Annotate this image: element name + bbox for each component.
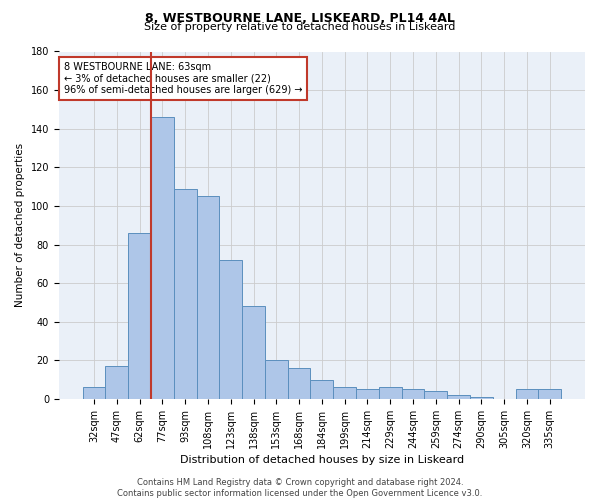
Bar — [106, 366, 128, 399]
Bar — [310, 380, 333, 399]
Bar — [379, 388, 401, 399]
Text: Contains HM Land Registry data © Crown copyright and database right 2024.
Contai: Contains HM Land Registry data © Crown c… — [118, 478, 482, 498]
Bar — [83, 388, 106, 399]
Bar — [220, 260, 242, 399]
X-axis label: Distribution of detached houses by size in Liskeard: Distribution of detached houses by size … — [180, 455, 464, 465]
Bar — [265, 360, 288, 399]
Bar — [288, 368, 310, 399]
Bar — [197, 196, 220, 399]
Bar — [401, 390, 424, 399]
Bar — [128, 233, 151, 399]
Bar — [356, 390, 379, 399]
Text: 8 WESTBOURNE LANE: 63sqm
← 3% of detached houses are smaller (22)
96% of semi-de: 8 WESTBOURNE LANE: 63sqm ← 3% of detache… — [64, 62, 302, 95]
Text: 8, WESTBOURNE LANE, LISKEARD, PL14 4AL: 8, WESTBOURNE LANE, LISKEARD, PL14 4AL — [145, 12, 455, 26]
Text: Size of property relative to detached houses in Liskeard: Size of property relative to detached ho… — [145, 22, 455, 32]
Bar — [242, 306, 265, 399]
Bar — [538, 390, 561, 399]
Bar — [470, 397, 493, 399]
Bar — [333, 388, 356, 399]
Bar — [424, 391, 447, 399]
Y-axis label: Number of detached properties: Number of detached properties — [15, 143, 25, 308]
Bar — [447, 395, 470, 399]
Bar — [151, 117, 174, 399]
Bar — [174, 188, 197, 399]
Bar — [515, 390, 538, 399]
